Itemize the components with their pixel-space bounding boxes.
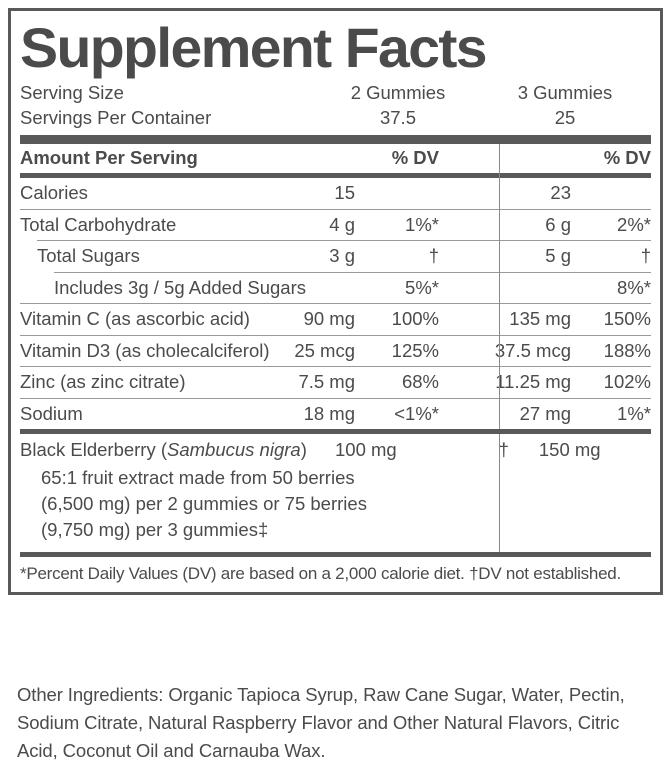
table-row: Zinc (as zinc citrate) 7.5 mg 68% 11.25 … xyxy=(20,367,651,398)
elderberry-dv-a: † xyxy=(498,439,509,461)
nutrient-amount-b: 27 mg xyxy=(519,402,571,424)
table-row: Total Carbohydrate 4 g 1%* 6 g 2%* xyxy=(20,210,651,241)
servings-per-container-label: Servings Per Container xyxy=(20,106,212,128)
serving-size-value-a: 2 Gummies xyxy=(350,82,446,103)
row-separator xyxy=(20,397,651,399)
nutrient-amount-b: 11.25 mg xyxy=(495,371,571,393)
elderberry-description-line: (9,750 mg) per 3 gummies‡ xyxy=(41,519,269,541)
nutrient-dv-b: † xyxy=(640,245,651,267)
elderberry-dv-b: † xyxy=(659,441,671,460)
row-separator xyxy=(54,271,651,273)
nutrient-amount-b: 5 g xyxy=(545,245,571,267)
nutrient-amount-a: 90 mg xyxy=(303,308,355,330)
row-separator xyxy=(20,366,651,368)
servings-per-container-value-b: 25 xyxy=(554,106,576,128)
nutrient-amount-b: 6 g xyxy=(545,213,571,235)
row-separator xyxy=(20,208,651,210)
serving-size-value-b: 3 Gummies xyxy=(517,82,613,103)
nutrient-amount-a: 15 xyxy=(334,182,355,204)
nutrient-name: Includes 3g / 5g Added Sugars xyxy=(54,276,306,298)
nutrient-dv-a: † xyxy=(428,245,439,267)
nutrient-amount-b: 37.5 mcg xyxy=(494,339,571,361)
header-dv-b: % DV xyxy=(603,146,651,168)
nutrient-dv-a: 5%* xyxy=(405,276,439,298)
divider-thick-top xyxy=(20,134,651,144)
serving-information: Serving Size 2 Gummies 3 Gummies Serving… xyxy=(20,81,651,135)
nutrient-amount-a: 18 mg xyxy=(303,402,355,424)
row-separator xyxy=(20,303,651,305)
elderberry-description: 65:1 fruit extract made from 50 berries … xyxy=(20,460,651,544)
column-divider-botanical xyxy=(499,434,500,553)
nutrient-name: Total Carbohydrate xyxy=(20,213,177,235)
elderberry-row: Black Elderberry (Sambucus nigra) 100 mg… xyxy=(20,434,651,552)
nutrient-table: Amount Per Serving % DV % DV Calories 15… xyxy=(20,143,651,430)
nutrient-dv-b: 8%* xyxy=(617,276,651,298)
table-row: Total Sugars 3 g † 5 g † xyxy=(20,241,651,272)
nutrient-dv-b: 150% xyxy=(603,308,651,330)
nutrient-amount-a: 7.5 mg xyxy=(298,371,355,393)
row-separator xyxy=(37,240,651,242)
nutrient-dv-a: 1%* xyxy=(405,213,439,235)
elderberry-name-plain: Black Elderberry ( xyxy=(20,439,168,461)
nutrient-dv-a: <1%* xyxy=(394,402,439,424)
table-row: Vitamin C (as ascorbic acid) 90 mg 100% … xyxy=(20,304,651,335)
supplement-facts-panel: Supplement Facts Serving Size 2 Gummies … xyxy=(8,8,663,595)
header-dv-a: % DV xyxy=(391,146,439,168)
elderberry-description-line: 65:1 fruit extract made from 50 berries xyxy=(41,466,355,488)
nutrient-amount-b: 135 mg xyxy=(509,308,571,330)
nutrient-dv-a: 100% xyxy=(391,308,439,330)
amount-per-serving-label: Amount Per Serving xyxy=(20,146,198,168)
table-header-row: Amount Per Serving % DV % DV xyxy=(20,144,651,174)
table-row: Sodium 18 mg <1%* 27 mg 1%* xyxy=(20,399,651,430)
nutrient-dv-a: 125% xyxy=(391,339,439,361)
page-title: Supplement Facts xyxy=(20,16,487,79)
daily-value-footnote: *Percent Daily Values (DV) are based on … xyxy=(20,564,621,584)
divider-medium-footnote xyxy=(20,552,651,558)
serving-size-row: Serving Size 2 Gummies 3 Gummies xyxy=(20,81,651,106)
table-row: Calories 15 23 xyxy=(20,178,651,209)
nutrient-name: Zinc (as zinc citrate) xyxy=(20,371,186,393)
nutrient-name: Vitamin D3 (as cholecalciferol) xyxy=(20,339,270,361)
nutrient-name: Total Sugars xyxy=(37,245,140,267)
elderberry-amount-a: 100 mg xyxy=(335,439,397,461)
table-row: Includes 3g / 5g Added Sugars 5%* 8%* xyxy=(20,273,651,304)
nutrient-dv-b: 1%* xyxy=(617,402,651,424)
nutrient-amount-a: 4 g xyxy=(329,213,355,235)
table-row: Vitamin D3 (as cholecalciferol) 25 mcg 1… xyxy=(20,336,651,367)
nutrient-amount-a: 3 g xyxy=(329,245,355,267)
serving-size-label: Serving Size xyxy=(20,82,124,103)
servings-per-container-row: Servings Per Container 37.5 25 xyxy=(20,106,651,131)
column-divider xyxy=(499,143,500,430)
nutrient-name: Vitamin C (as ascorbic acid) xyxy=(20,308,250,330)
other-ingredients: Other Ingredients: Organic Tapioca Syrup… xyxy=(17,684,625,762)
elderberry-name-tail: ) xyxy=(300,439,307,461)
servings-per-container-value-a: 37.5 xyxy=(379,106,416,128)
elderberry-amount-b: 150 mg xyxy=(538,439,601,461)
elderberry-latin-name: Sambucus nigra xyxy=(167,439,301,461)
divider-medium-botanical xyxy=(20,429,651,435)
elderberry-description-line: (6,500 mg) per 2 gummies or 75 berries xyxy=(41,492,367,514)
elderberry-top-line: Black Elderberry (Sambucus nigra) 100 mg… xyxy=(20,439,651,461)
row-separator xyxy=(20,334,651,336)
nutrient-dv-b: 102% xyxy=(603,371,651,393)
divider-medium-header xyxy=(20,173,651,179)
nutrient-dv-b: 2%* xyxy=(617,213,651,235)
nutrient-dv-b: 188% xyxy=(603,339,651,361)
nutrient-amount-a: 25 mcg xyxy=(294,339,355,361)
nutrient-dv-a: 68% xyxy=(401,371,439,393)
botanical-section: Black Elderberry (Sambucus nigra) 100 mg… xyxy=(20,434,651,553)
nutrient-name: Sodium xyxy=(20,402,83,424)
nutrient-name: Calories xyxy=(20,182,88,204)
nutrient-amount-b: 23 xyxy=(550,182,571,204)
elderberry-name: Black Elderberry (Sambucus nigra) xyxy=(20,439,307,461)
